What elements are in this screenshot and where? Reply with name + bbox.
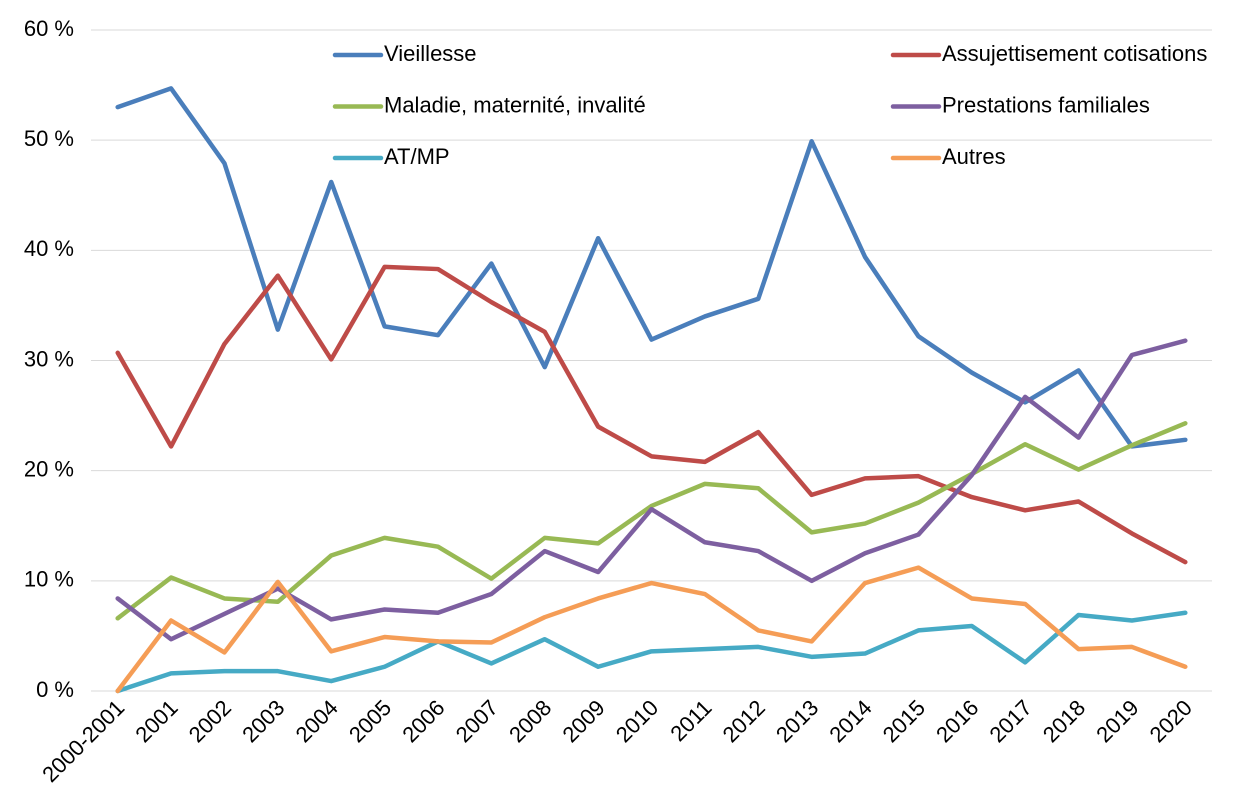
series-line [115, 421, 1188, 621]
x-tick-label: 2001 [130, 695, 182, 747]
x-tick-label: 2007 [451, 695, 503, 747]
x-tick-label: 2014 [824, 695, 876, 747]
series-line [115, 565, 1188, 694]
x-tick-label: 2019 [1091, 695, 1143, 747]
y-tick-label: 50 % [24, 126, 74, 151]
x-tick-label: 2017 [985, 695, 1037, 747]
y-tick-label: 40 % [24, 236, 74, 261]
x-tick-label: 2000-2001 [37, 695, 129, 787]
series-line [115, 86, 1188, 449]
x-tick-label: 2008 [504, 695, 556, 747]
x-tick-label: 2020 [1145, 695, 1197, 747]
x-tick-label: 2013 [771, 695, 823, 747]
x-tick-label: 2018 [1038, 695, 1090, 747]
y-tick-label: 60 % [24, 16, 74, 41]
legend-label: Autres [942, 144, 1006, 169]
y-tick-label: 0 % [36, 677, 74, 702]
y-tick-label: 10 % [24, 567, 74, 592]
x-tick-label: 2010 [611, 695, 663, 747]
x-tick-label: 2004 [291, 695, 343, 747]
x-tick-label: 2012 [718, 695, 770, 747]
legend-label: Maladie, maternité, invalité [384, 92, 646, 117]
legend-label: Prestations familiales [942, 92, 1150, 117]
y-tick-label: 20 % [24, 456, 74, 481]
legend-label: Assujettisement cotisations [942, 41, 1207, 66]
x-tick-label: 2005 [344, 695, 396, 747]
series-line [115, 610, 1188, 694]
x-tick-label: 2003 [237, 695, 289, 747]
x-tick-label: 2006 [397, 695, 449, 747]
series-line [115, 264, 1188, 565]
legend-label: AT/MP [384, 144, 450, 169]
x-tick-label: 2015 [878, 695, 930, 747]
x-tick-label: 2002 [184, 695, 236, 747]
y-tick-label: 30 % [24, 346, 74, 371]
series-line [115, 338, 1188, 642]
x-tick-label: 2016 [931, 695, 983, 747]
x-tick-label: 2011 [665, 695, 716, 746]
x-tick-label: 2009 [557, 695, 609, 747]
legend-label: Vieillesse [384, 41, 477, 66]
